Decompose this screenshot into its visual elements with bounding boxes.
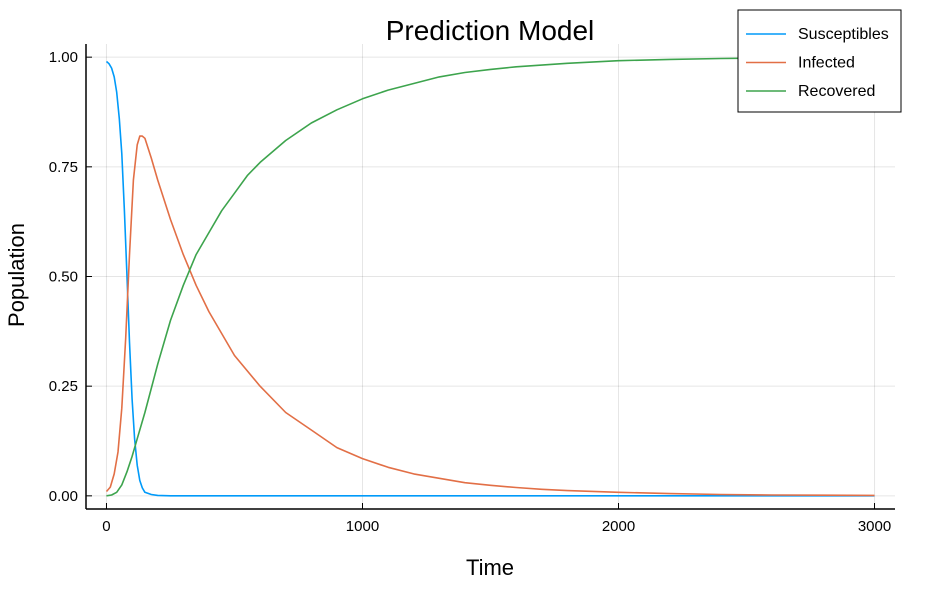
y-axis-title: Population <box>4 223 29 327</box>
legend-label-infected: Infected <box>798 55 855 72</box>
y-tick-label: 0.00 <box>49 488 78 505</box>
legend: Susceptibles Infected Recovered <box>737 9 902 113</box>
y-tick-label: 0.50 <box>49 269 78 286</box>
x-tick-label: 3000 <box>858 518 891 535</box>
series-lines <box>105 56 875 497</box>
y-tick-label: 0.75 <box>49 159 78 176</box>
grid <box>86 44 895 509</box>
series-line-susceptibles <box>105 60 875 497</box>
y-tick-label: 1.00 <box>49 49 78 66</box>
series-line-infected <box>105 135 875 497</box>
legend-box <box>737 9 902 113</box>
y-tick-label: 0.25 <box>49 378 78 395</box>
legend-label-recovered: Recovered <box>798 83 875 100</box>
chart-title: Prediction Model <box>386 15 595 46</box>
series-line-recovered <box>106 56 875 497</box>
axes: 0 1000 2000 3000 0.00 0.25 0.50 0.75 1.00 <box>49 44 895 535</box>
x-tick-label: 0 <box>102 518 110 535</box>
x-tick-label: 1000 <box>346 518 379 535</box>
x-axis-title: Time <box>466 555 514 580</box>
x-tick-label: 2000 <box>602 518 635 535</box>
legend-label-susceptibles: Susceptibles <box>798 26 889 43</box>
